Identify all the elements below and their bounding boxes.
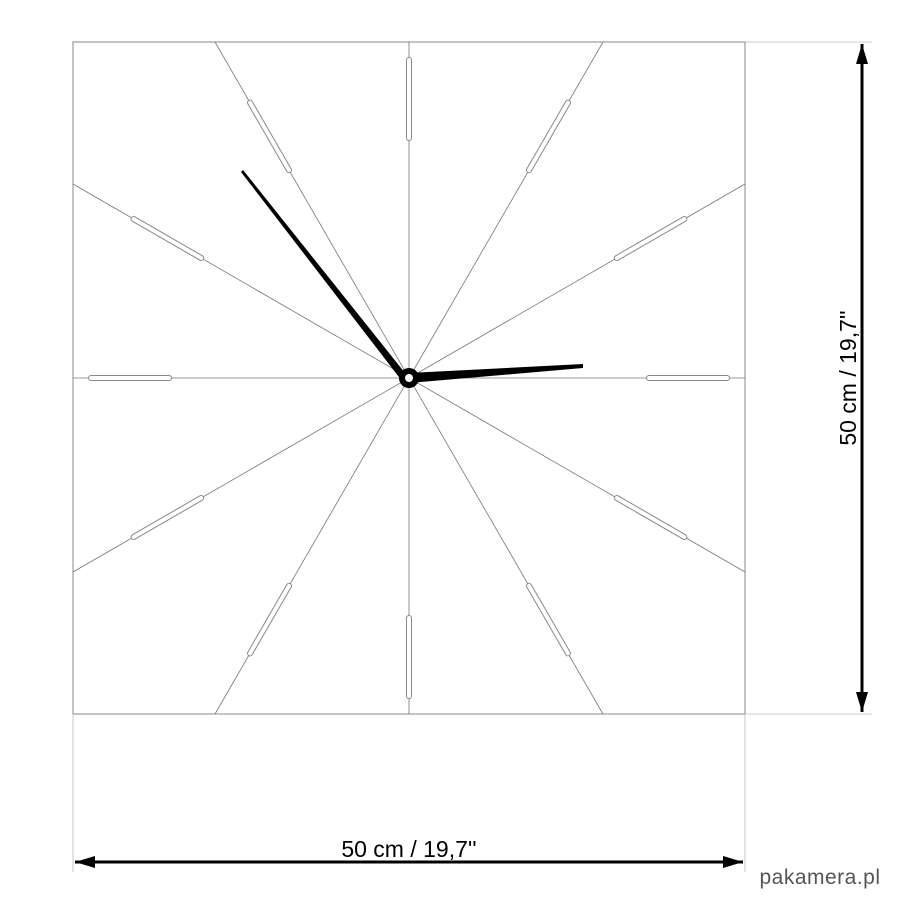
minute-hand [241,170,405,381]
marker-inner [131,496,204,539]
marker-inner [527,100,570,173]
marker-inner [614,496,687,539]
hub-center [405,374,413,382]
hour-markers [88,57,730,699]
extension-lines [72,41,872,872]
height-label: 50 cm / 19,7'' [835,310,861,445]
marker-inner [248,583,291,656]
radial-line [72,377,410,573]
marker-inner [248,100,291,173]
radial-line [408,377,746,573]
marker-inner [614,217,687,260]
radial-line [214,377,410,715]
marker-inner [527,583,570,656]
radial-line [72,183,410,379]
clock-hands [241,170,583,388]
hour-hand [409,364,583,383]
radial-line [408,377,604,715]
width-label: 50 cm / 19,7'' [341,836,476,862]
watermark: pakamera.pl [759,866,880,889]
radial-line [408,183,746,379]
marker-inner [131,217,204,260]
radial-line [408,41,604,379]
radial-line [214,41,410,379]
